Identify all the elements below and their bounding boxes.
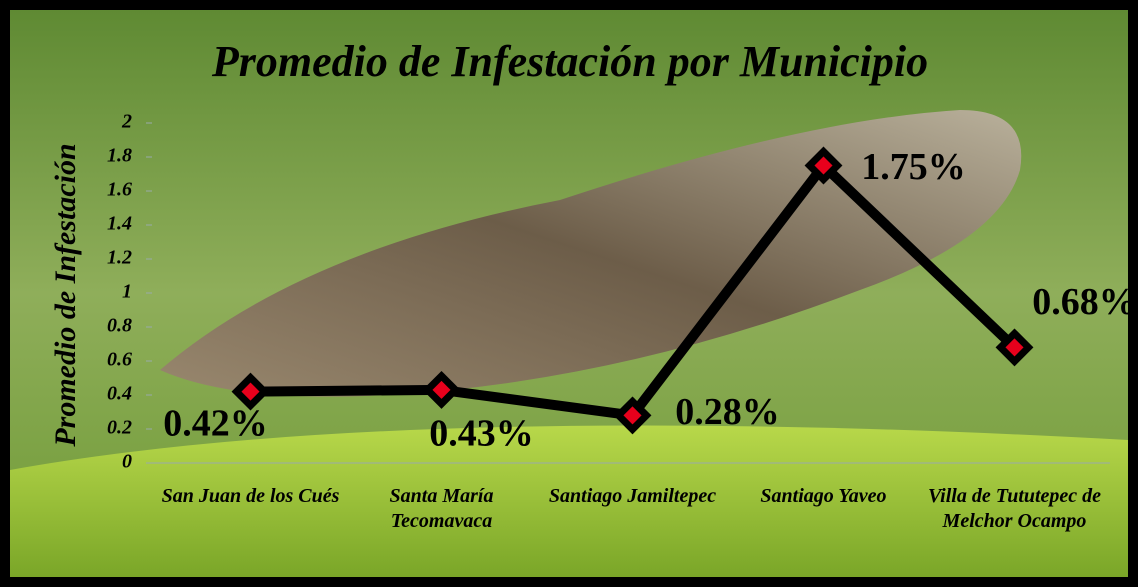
marker bbox=[995, 328, 1034, 367]
data-label: 1.75% bbox=[861, 146, 966, 188]
y-tick-label: 1.6 bbox=[107, 179, 132, 201]
y-tick-label: 0 bbox=[122, 451, 132, 473]
marker bbox=[231, 372, 270, 411]
marker bbox=[613, 396, 652, 435]
y-tick-label: 0.8 bbox=[107, 315, 132, 337]
chart-title: Promedio de Infestación por Municipio bbox=[211, 37, 928, 86]
x-tick-label: Santiago Jamiltepec bbox=[548, 485, 717, 507]
y-tick-label: 1.8 bbox=[107, 145, 132, 167]
marker bbox=[422, 370, 461, 409]
x-tick-label: Santa María Tecomavaca bbox=[389, 485, 494, 532]
y-tick-label: 2 bbox=[121, 111, 132, 133]
x-tick-label: San Juan de los Cués bbox=[161, 485, 340, 507]
marker bbox=[804, 146, 843, 185]
data-label: 0.68% bbox=[1032, 281, 1137, 323]
y-axis-label: Promedio de Infestación bbox=[49, 143, 82, 447]
y-tick-label: 1.2 bbox=[107, 247, 132, 269]
data-label: 0.43% bbox=[429, 413, 534, 455]
y-tick-label: 0.6 bbox=[107, 349, 132, 371]
y-tick-label: 1.4 bbox=[107, 213, 132, 235]
data-label: 0.42% bbox=[163, 402, 268, 444]
data-label: 0.28% bbox=[675, 391, 780, 433]
y-tick-label: 1 bbox=[122, 281, 132, 303]
x-tick-label: Santiago Yaveo bbox=[760, 485, 887, 507]
y-tick-label: 0.4 bbox=[107, 383, 132, 405]
x-tick-label: Villa de Tututepec de Melchor Ocampo bbox=[927, 485, 1102, 532]
y-tick-label: 0.2 bbox=[107, 417, 132, 439]
